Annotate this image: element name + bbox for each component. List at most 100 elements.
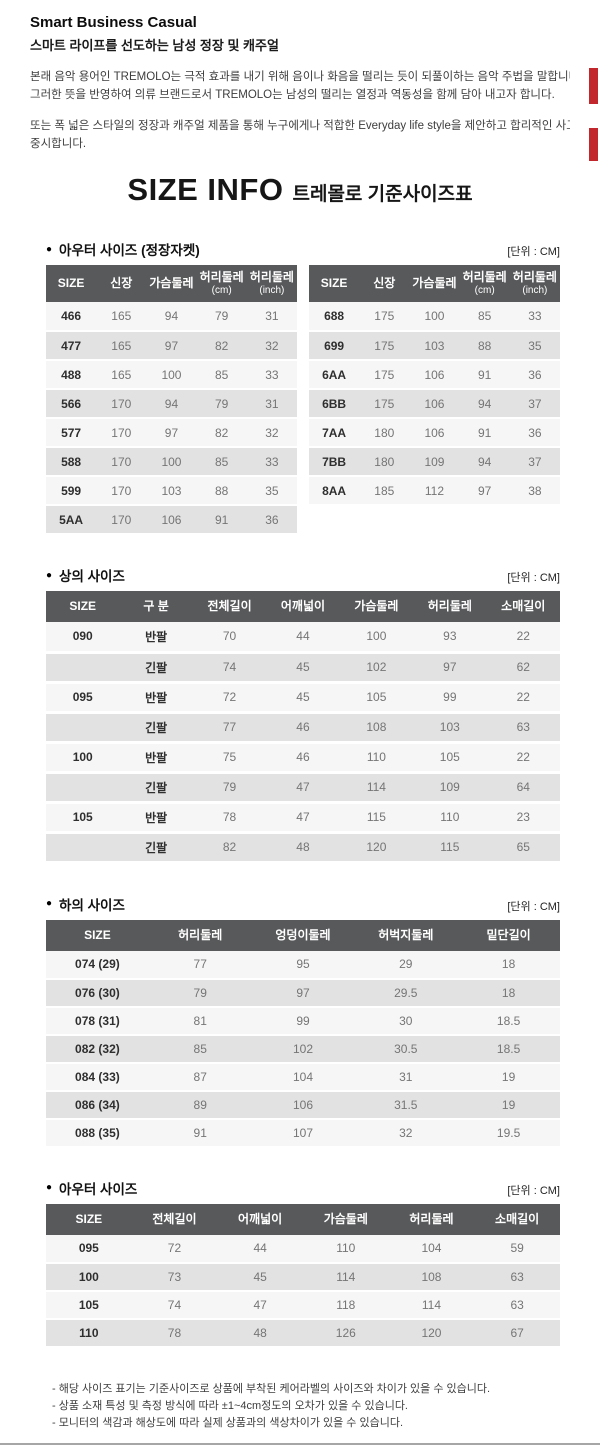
value-cell: 170 — [96, 505, 147, 535]
size-cell: 588 — [46, 447, 97, 477]
value-cell: 165 — [96, 302, 147, 332]
unit-label: [단위 : CM] — [507, 900, 560, 913]
value-cell: 102 — [251, 1034, 355, 1064]
value-cell: 106 — [146, 505, 197, 535]
column-header: 밑단길이 — [457, 919, 560, 951]
value-cell: 170 — [96, 418, 147, 448]
tops-size-table: SIZE 구 분 전체길이 어깨넓이 가슴둘레 허리둘레 소매길이 090 반팔 70 44 100 9… — [46, 591, 560, 864]
outerwear-size-table: SIZE 전체길이 어깨넓이 가슴둘레 허리둘레 소매길이 095 72 44 110 104 59 1… — [46, 1203, 560, 1348]
value-cell: 97 — [146, 331, 197, 361]
value-cell: 170 — [96, 476, 147, 506]
table-row: 095 반팔 72 45 105 99 22 — [46, 682, 560, 714]
value-cell: 180 — [359, 418, 410, 448]
value-cell: 77 — [192, 712, 267, 744]
value-cell: 103 — [409, 331, 460, 361]
section-title: 아우터 사이즈 (정장자켓) — [59, 243, 200, 258]
value-cell: 45 — [266, 652, 340, 684]
size-cell: 100 — [46, 742, 120, 774]
value-cell: 105 — [413, 742, 487, 774]
value-cell: 88 — [459, 331, 510, 361]
column-header: 허리둘레 — [413, 591, 487, 622]
value-cell: 19 — [457, 1062, 560, 1092]
value-cell: 94 — [459, 389, 510, 419]
section-title: 상의 사이즈 — [59, 569, 125, 584]
table-row: 466 165 94 79 31 — [46, 302, 297, 332]
value-cell: 175 — [359, 302, 410, 332]
value-cell: 106 — [409, 389, 460, 419]
value-cell: 91 — [459, 360, 510, 390]
table-row: 599 170 103 88 35 — [46, 476, 297, 506]
value-cell: 105 — [339, 682, 414, 714]
value-cell: 29 — [354, 950, 458, 980]
value-cell: 32 — [246, 331, 297, 361]
value-cell: 36 — [246, 505, 297, 535]
intro-line: 그러한 뜻을 반영하여 의류 브랜드로서 TREMOLO는 남성의 떨리는 열정… — [30, 89, 555, 101]
footer-note: - 해당 사이즈 표기는 기준사이즈로 상품에 부착된 케어라벨의 사이즈와 차… — [52, 1382, 491, 1395]
value-cell: 82 — [192, 832, 267, 864]
size-cell: 095 — [46, 1234, 132, 1264]
table-row: 100 반팔 75 46 110 105 22 — [46, 742, 560, 774]
intro-paragraph-1: 본래 음악 용어인 TREMOLO는 극적 효과를 내기 위해 음이나 화음을 … — [30, 68, 570, 104]
table-row: 105 반팔 78 47 115 110 23 — [46, 802, 560, 834]
table-row: 긴팔 74 45 102 97 62 — [46, 652, 560, 684]
header-row: SIZE 전체길이 어깨넓이 가슴둘레 허리둘레 소매길이 — [46, 1203, 560, 1235]
size-cell: 566 — [46, 389, 97, 419]
value-cell: 긴팔 — [119, 652, 193, 684]
size-info-title: SIZE INFO — [127, 172, 284, 207]
value-cell: 103 — [146, 476, 197, 506]
bottom-divider — [0, 1443, 600, 1445]
section-tops: ● 상의 사이즈 [단위 : CM] SIZE 구 분 전체길이 어깨넓이 가슴둘레 허리… — [46, 565, 560, 864]
value-cell: 106 — [251, 1090, 355, 1120]
section-title: 아우터 사이즈 — [59, 1181, 138, 1197]
value-cell: 48 — [217, 1318, 303, 1348]
value-cell: 114 — [388, 1290, 475, 1320]
column-header: 전체길이 — [131, 1203, 218, 1235]
section-title-wrap: ● 아우터 사이즈 (정장자켓) — [46, 239, 200, 259]
table-row: 082 (32) 85 102 30.5 18.5 — [46, 1034, 560, 1064]
size-cell: 105 — [46, 1290, 132, 1320]
table-row: 577 170 97 82 32 — [46, 418, 297, 448]
bullet-icon: ● — [46, 1182, 53, 1193]
table-row: 488 165 100 85 33 — [46, 360, 297, 390]
column-header: 신장 — [96, 265, 147, 302]
column-header: 가슴둘레 — [409, 265, 460, 302]
value-cell: 74 — [131, 1290, 218, 1320]
table-row: 100 73 45 114 108 63 — [46, 1262, 560, 1292]
size-cell: 488 — [46, 360, 97, 390]
column-header: SIZE — [46, 1203, 132, 1235]
value-cell: 110 — [339, 742, 414, 774]
table-row: 688 175 100 85 33 — [309, 302, 560, 332]
value-cell: 100 — [339, 622, 414, 654]
table-row: 086 (34) 89 106 31.5 19 — [46, 1090, 560, 1120]
column-header: 허벅지둘레 — [354, 919, 458, 951]
value-cell: 47 — [266, 802, 340, 834]
size-cell: 084 (33) — [46, 1062, 149, 1092]
section-bottoms: ● 하의 사이즈 [단위 : CM] SIZE 허리둘레 엉덩이둘레 허벅지둘레 밑단길… — [46, 894, 560, 1148]
column-header: SIZE — [309, 265, 360, 302]
value-cell: 72 — [192, 682, 267, 714]
value-cell: 46 — [266, 712, 340, 744]
value-cell: 22 — [486, 682, 560, 714]
value-cell: 120 — [339, 832, 414, 864]
section-header: ● 상의 사이즈 [단위 : CM] — [46, 565, 560, 585]
value-cell: 긴팔 — [119, 712, 193, 744]
unit-label: [단위 : CM] — [507, 572, 560, 584]
value-cell: 79 — [196, 389, 247, 419]
size-cell: 477 — [46, 331, 97, 361]
footer-notes: - 해당 사이즈 표기는 기준사이즈로 상품에 부착된 케어라벨의 사이즈와 차… — [0, 1381, 600, 1432]
table-row: 699 175 103 88 35 — [309, 331, 560, 361]
size-cell: 074 (29) — [46, 950, 149, 980]
table-row: 긴팔 79 47 114 109 64 — [46, 772, 560, 804]
value-cell: 120 — [388, 1318, 475, 1348]
header-row: SIZE 허리둘레 엉덩이둘레 허벅지둘레 밑단길이 — [46, 919, 560, 951]
value-cell: 103 — [413, 712, 487, 744]
value-cell: 62 — [486, 652, 560, 684]
column-header: 구 분 — [119, 591, 193, 622]
value-cell: 115 — [413, 832, 487, 864]
section-title: 하의 사이즈 — [59, 897, 125, 913]
value-cell: 110 — [302, 1234, 389, 1264]
value-cell: 75 — [192, 742, 267, 774]
value-cell: 48 — [266, 832, 340, 864]
value-cell: 70 — [192, 622, 267, 654]
